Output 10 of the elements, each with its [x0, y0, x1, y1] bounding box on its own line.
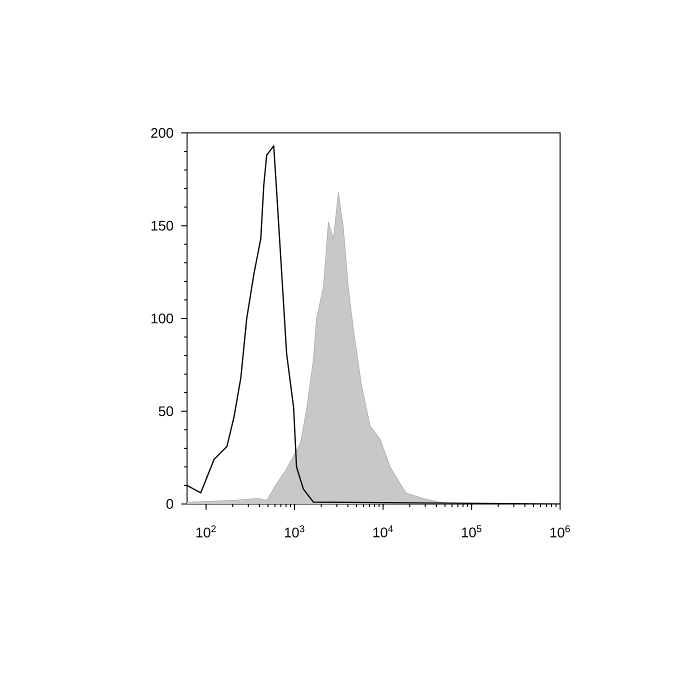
- x-tick-label: 10$^{4}$: [373, 525, 393, 538]
- x-tick-label: 10$^{6}$: [550, 525, 570, 538]
- y-tick-label: 0: [166, 498, 174, 509]
- y-tick-label: 200: [151, 128, 174, 138]
- y-tick-label: 100: [152, 313, 174, 324]
- x-tick-label: 10$^{2}$: [196, 525, 216, 538]
- y-tick-label: 150: [152, 220, 174, 230]
- x-tick-label: 10$^{3}$: [284, 525, 304, 538]
- y-tick-label: 50: [158, 406, 174, 416]
- x-tick-label: 10$^{5}$: [462, 525, 482, 538]
